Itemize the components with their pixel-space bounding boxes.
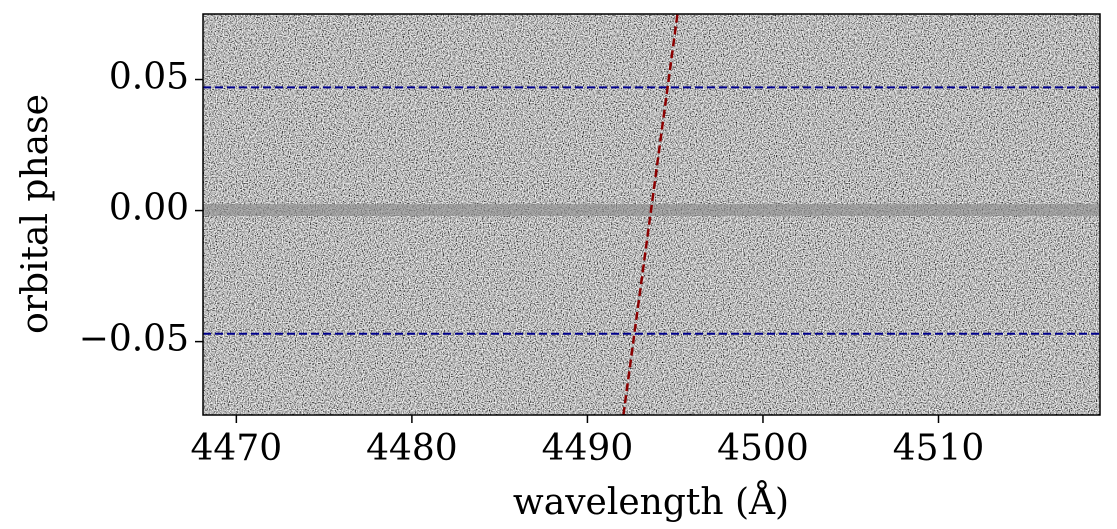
x-tick-label: 4500 [717,428,809,469]
x-tick-label: 4480 [366,428,458,469]
x-axis-label: wavelength (Å) [513,481,789,523]
y-tick-label: −0.05 [79,319,189,360]
x-tick-label: 4470 [191,428,283,469]
trend-line [622,14,679,415]
y-tick-label: 0.05 [109,57,189,98]
x-tick-label: 4510 [893,428,985,469]
plot-frame [202,13,1101,416]
y-tick-label: 0.00 [109,188,189,229]
y-axis-label: orbital phase [15,94,56,334]
x-tick-label: 4490 [542,428,634,469]
